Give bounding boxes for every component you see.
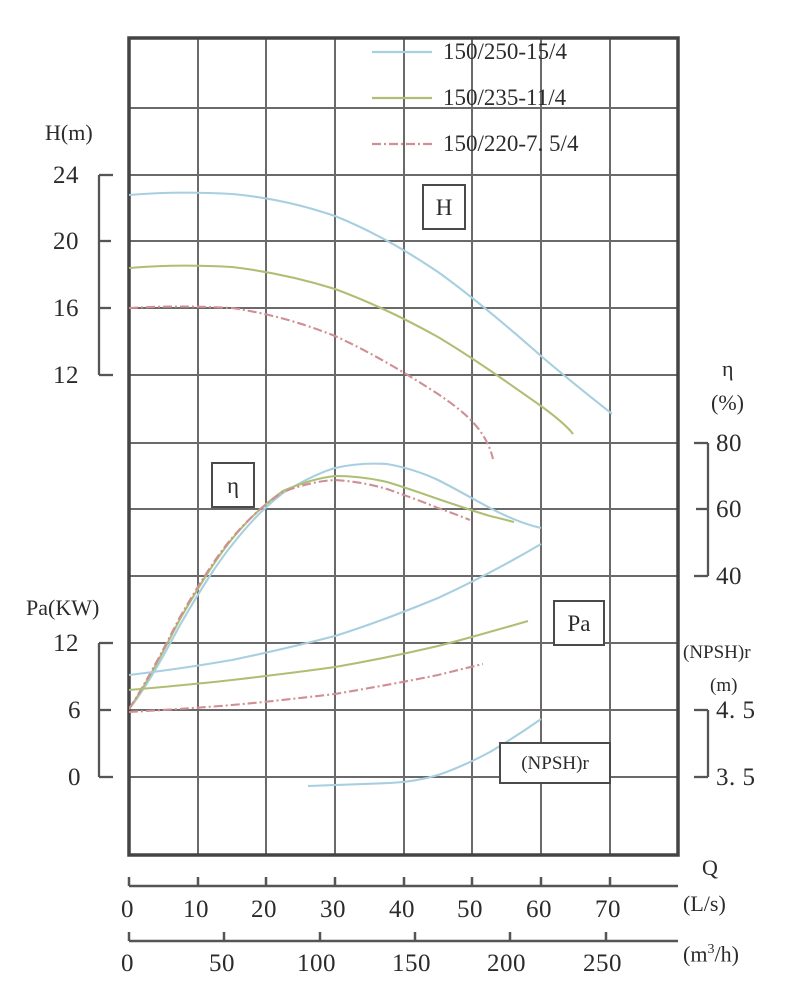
q2-tick-200: 200 xyxy=(487,950,526,977)
q2-axis-unit: (m3/h) xyxy=(683,943,739,965)
npsh-axis-bracket xyxy=(694,708,710,779)
pa-axis-tick-12: 12 xyxy=(53,630,79,657)
q-axis-unit: (L/s) xyxy=(683,891,726,916)
npsh-axis-tick-45: 4. 5 xyxy=(716,697,756,724)
horizontal-gridlines xyxy=(129,107,678,778)
q2-unit-prefix: (m xyxy=(683,941,708,967)
q2-tick-0: 0 xyxy=(121,950,134,977)
q2-tick-50: 50 xyxy=(209,950,235,977)
curve-eta-150-220 xyxy=(129,478,471,710)
npsh-group-label: (NPSH)r xyxy=(499,742,611,784)
h-axis-title: H(m) xyxy=(45,120,93,145)
npsh-axis-title-main: (NPSH)r xyxy=(683,642,751,663)
eta-axis-bracket xyxy=(694,441,710,578)
eta-axis-tick-80: 80 xyxy=(716,430,742,457)
q-tick-30: 30 xyxy=(320,896,346,923)
legend-label-2: 150/220-7. 5/4 xyxy=(443,131,579,156)
npsh-axis-tick-35: 3. 5 xyxy=(716,764,756,791)
h-axis-tick-12: 12 xyxy=(53,362,79,389)
curve-pa-150-250 xyxy=(129,543,542,677)
q-axis-primary-line xyxy=(127,877,678,888)
h-axis-tick-24: 24 xyxy=(53,162,79,189)
q2-unit-suffix: /h) xyxy=(714,941,739,967)
q-axis-symbol: Q xyxy=(702,855,718,880)
pa-axis-bracket xyxy=(97,641,113,779)
eta-axis-title-symbol: η xyxy=(722,356,734,381)
eta-axis-tick-40: 40 xyxy=(716,563,742,590)
npsh-axis-title-unit: (m) xyxy=(710,675,738,696)
q-tick-10: 10 xyxy=(183,896,209,923)
q-tick-70: 70 xyxy=(595,896,621,923)
eta-axis-title-unit: (%) xyxy=(711,390,744,415)
q-tick-20: 20 xyxy=(251,896,277,923)
q2-unit-exponent: 3 xyxy=(707,942,715,957)
pa-axis-tick-6: 6 xyxy=(68,697,81,724)
q2-tick-100: 100 xyxy=(297,950,336,977)
q-tick-40: 40 xyxy=(389,896,415,923)
curve-head-150-250 xyxy=(129,191,613,415)
curve-pa-150-235 xyxy=(129,619,529,692)
q-axis-secondary-line xyxy=(127,932,678,943)
curve-head-150-235 xyxy=(129,264,574,435)
q-tick-60: 60 xyxy=(526,896,552,923)
curve-eta-150-250 xyxy=(129,462,542,710)
q2-tick-150: 150 xyxy=(392,950,431,977)
eta-group-label: η xyxy=(211,462,255,508)
legend-label-1: 150/235-11/4 xyxy=(443,85,567,110)
curve-head-150-220 xyxy=(129,305,495,460)
pa-axis-title: Pa(KW) xyxy=(26,595,100,620)
q2-tick-250: 250 xyxy=(583,950,622,977)
pa-axis-tick-0: 0 xyxy=(68,764,81,791)
eta-axis-tick-60: 60 xyxy=(716,496,742,523)
q-tick-0: 0 xyxy=(121,896,134,923)
h-axis-tick-16: 16 xyxy=(53,295,79,322)
legend-swatches xyxy=(372,50,432,146)
h-axis-tick-20: 20 xyxy=(53,228,79,255)
plot-frame xyxy=(127,36,680,857)
legend-label-0: 150/250-15/4 xyxy=(443,39,567,64)
h-axis-bracket xyxy=(97,173,113,377)
pa-group-label: Pa xyxy=(553,600,605,646)
h-group-label: H xyxy=(422,184,466,230)
q-tick-50: 50 xyxy=(457,896,483,923)
curve-pa-150-220 xyxy=(129,662,484,714)
